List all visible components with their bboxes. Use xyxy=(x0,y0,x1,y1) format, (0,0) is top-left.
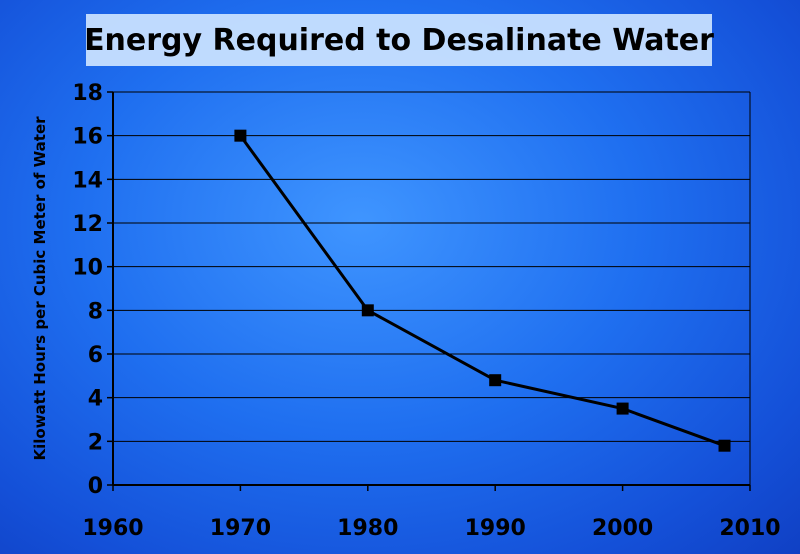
chart-title: Energy Required to Desalinate Water xyxy=(84,22,714,58)
y-tick-label: 6 xyxy=(88,343,103,368)
x-tick-label: 1990 xyxy=(465,516,526,541)
x-tick-label: 2010 xyxy=(719,516,780,541)
x-tick-label: 1970 xyxy=(210,516,271,541)
y-axis-label: Kilowatt Hours per Cubic Meter of Water xyxy=(31,116,49,461)
y-tick-label: 14 xyxy=(72,168,103,193)
data-point xyxy=(361,304,374,317)
y-tick-label: 12 xyxy=(72,212,103,237)
x-tick-label: 1980 xyxy=(337,516,398,541)
series-line xyxy=(239,134,726,448)
y-tick-label: 10 xyxy=(72,256,103,281)
x-tick-label: 1960 xyxy=(82,516,143,541)
data-point xyxy=(489,374,502,387)
chart-title-box: Energy Required to Desalinate Water xyxy=(84,14,714,66)
y-tick-label: 0 xyxy=(88,474,103,499)
x-tick-label: 2000 xyxy=(592,516,653,541)
data-point xyxy=(718,439,731,452)
data-point xyxy=(234,129,247,142)
y-tick-label: 16 xyxy=(72,125,103,150)
y-tick-label: 2 xyxy=(88,430,103,455)
y-tick-label: 18 xyxy=(72,81,103,106)
data-point xyxy=(616,402,629,415)
y-tick-label: 4 xyxy=(88,387,103,412)
y-tick-label: 8 xyxy=(88,299,103,324)
